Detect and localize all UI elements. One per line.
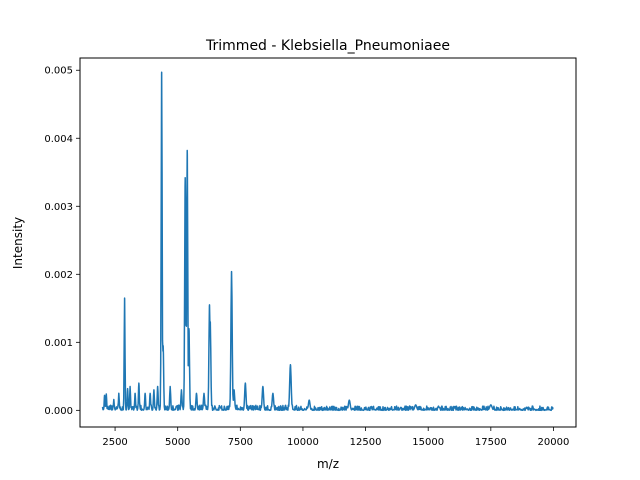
x-tick-label: 12500 bbox=[350, 437, 382, 448]
y-axis: 0.000 0.001 0.002 0.003 0.004 0.005 bbox=[44, 66, 80, 417]
y-tick-label: 0.004 bbox=[44, 134, 73, 145]
x-tick-label: 20000 bbox=[538, 437, 570, 448]
y-tick-label: 0.000 bbox=[44, 406, 73, 417]
x-axis: 2500 5000 7500 10000 12500 15000 17500 20000 bbox=[102, 427, 569, 448]
spectrum-line bbox=[101, 71, 554, 412]
y-tick-label: 0.002 bbox=[44, 270, 73, 281]
chart-title: Trimmed - Klebsiella_Pneumoniaee bbox=[205, 38, 450, 54]
x-tick-label: 7500 bbox=[228, 437, 253, 448]
x-tick-label: 5000 bbox=[165, 437, 190, 448]
x-tick-label: 2500 bbox=[102, 437, 127, 448]
x-axis-label: m/z bbox=[317, 457, 339, 471]
y-tick-label: 0.003 bbox=[44, 202, 73, 213]
axes-frame bbox=[79, 57, 577, 428]
x-tick-label: 17500 bbox=[475, 437, 507, 448]
y-tick-label: 0.001 bbox=[44, 338, 73, 349]
x-tick-label: 10000 bbox=[287, 437, 319, 448]
series-layer bbox=[101, 71, 554, 412]
x-tick-label: 15000 bbox=[412, 437, 444, 448]
y-tick-label: 0.005 bbox=[44, 66, 73, 77]
y-axis-label: Intensity bbox=[11, 217, 25, 269]
